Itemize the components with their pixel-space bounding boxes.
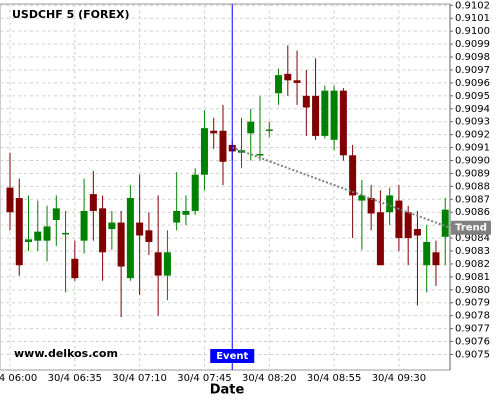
candle-body [145,230,153,242]
candle-body [247,121,255,134]
candle-body [275,75,283,94]
candle-body [432,252,440,266]
y-tick-label: 0.9093 [455,117,490,128]
candle-body [173,210,181,223]
y-tick-label: 0.9101 [455,13,490,24]
x-tick-label: 30/4 07:10 [112,373,166,384]
y-tick-label: 0.9076 [455,337,490,348]
chart-title: USDCHF 5 (FOREX) [12,8,129,21]
candle-body [25,239,33,242]
candle-body [312,95,320,136]
y-tick-label: 0.9077 [455,324,490,335]
candle-body [395,200,403,239]
candle-body [126,197,134,279]
candle-body [210,130,218,134]
candle-body [6,187,14,213]
candle-body [404,212,412,239]
y-tick-label: 0.9080 [455,285,490,296]
candle-body [191,174,199,211]
candle-body [367,197,375,214]
y-tick-label: 0.9089 [455,168,490,179]
candle-body [15,197,23,266]
candle-body [339,90,347,156]
candle-body [386,195,394,213]
y-tick-label: 0.9102 [455,0,490,11]
candle-body [43,226,51,241]
x-axis-label: Date [210,383,245,398]
y-tick-label: 0.9096 [455,78,490,89]
x-tick-label: 30/4 08:20 [242,373,296,384]
y-tick-label: 0.9079 [455,298,490,309]
y-tick-label: 0.9092 [455,130,490,141]
y-tick-label: 0.9088 [455,181,490,192]
candle-body [108,222,116,230]
watermark: www.delkos.com [14,347,118,360]
candle-body [62,232,70,235]
trend-label-box [451,220,491,235]
event-label-box [210,349,255,363]
candle-body [349,155,357,196]
trend-line [231,146,451,229]
candle-body [441,209,449,237]
candle-body [321,90,329,136]
y-tick-label: 0.9095 [455,91,490,102]
trend-label: Trend [455,223,487,234]
candle-body [284,73,292,81]
candle-body [413,229,421,236]
y-tick-label: 0.9082 [455,259,490,270]
plot-area [0,3,451,371]
y-tick-label: 0.9097 [455,65,490,76]
candle-body [200,128,208,175]
candle-body [52,208,60,220]
candle-body [80,210,88,241]
y-tick-label: 0.9100 [455,26,490,37]
y-tick-label: 0.9084 [455,233,490,244]
y-tick-label: 0.9078 [455,311,490,322]
y-tick-label: 0.9086 [455,207,490,218]
x-tick-label: 30/4 06:00 [0,373,37,384]
x-tick-label: 30/4 07:45 [177,373,231,384]
candle-body [163,252,171,276]
x-tick-label: 30/4 08:55 [307,373,361,384]
x-tick-label: 30/4 09:30 [372,373,426,384]
y-tick-label: 0.9087 [455,194,490,205]
candle-body [34,231,42,241]
candle-body [71,258,79,279]
candle-body [89,194,97,211]
candle-body [99,208,107,253]
event-label: Event [216,351,248,362]
candle-body [302,95,310,108]
candle-body [256,154,264,156]
candle-body [265,129,273,131]
candle-body [330,90,338,140]
candle-body [136,222,144,236]
candle-body [358,195,366,201]
x-tick-label: 30/4 06:35 [48,373,102,384]
y-tick-label: 0.9090 [455,155,490,166]
y-tick-label: 0.9075 [455,349,490,360]
candle-body [182,210,190,215]
y-tick-label: 0.9098 [455,52,490,63]
candle-body [376,212,384,266]
y-tick-label: 0.9083 [455,246,490,257]
y-tick-label: 0.9081 [455,272,490,283]
y-tick-label: 0.9094 [455,104,490,115]
candle-body [219,130,227,162]
candle-body [423,241,431,266]
y-tick-label: 0.9091 [455,143,490,154]
y-tick-label: 0.9099 [455,39,490,50]
candle-body [154,252,162,276]
candle-body [117,222,125,267]
candle-body [238,150,245,153]
candle-body [293,80,301,83]
